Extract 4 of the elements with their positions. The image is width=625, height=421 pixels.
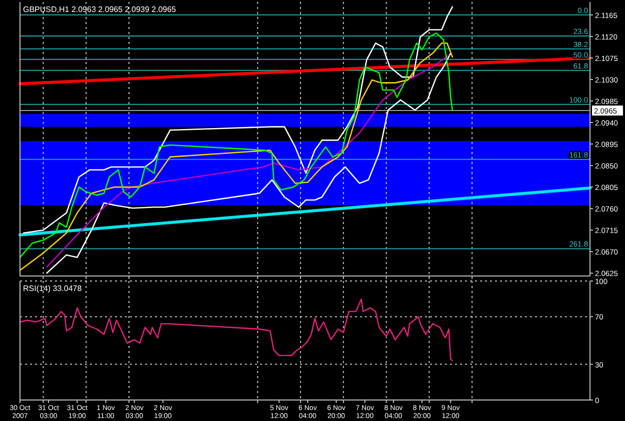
line-series bbox=[22, 6, 454, 234]
chart-title: RSI(14) 33.0478 bbox=[23, 284, 82, 293]
line-series bbox=[19, 298, 454, 362]
chart-title: GBPUSD,H1 2.0963 2.0965 2.0939 2.0965 bbox=[23, 5, 177, 14]
